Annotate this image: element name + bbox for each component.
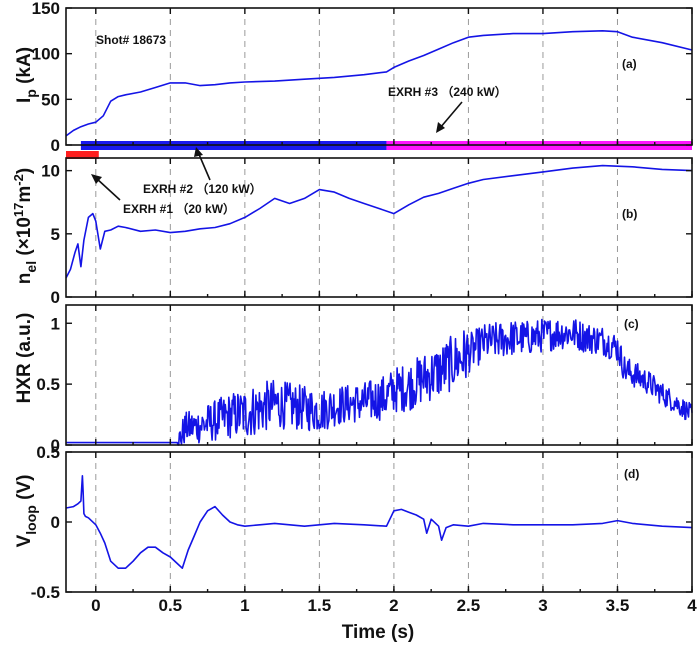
x-tick-label: 4 xyxy=(687,596,697,615)
y-tick-label: 0 xyxy=(51,288,60,307)
panel-c-plot-hxr: 00.51 xyxy=(36,304,693,455)
panel-d-label: (d) xyxy=(624,467,639,481)
y-tick-label: 0 xyxy=(51,436,60,455)
y-tick-label: -0.5 xyxy=(31,583,60,602)
y-tick-label: 0 xyxy=(51,136,60,155)
panel-frame xyxy=(65,157,693,298)
panel-frame xyxy=(65,304,693,446)
panel-a-label: (a) xyxy=(622,57,637,71)
y-tick-label: 100 xyxy=(32,45,60,64)
panel-d-ylabel: Vloop (V) xyxy=(14,475,39,548)
series-line-b xyxy=(65,164,693,279)
y-tick-label: 0.5 xyxy=(36,375,60,394)
panel-c-label: (c) xyxy=(624,317,639,331)
panel-a-ylabel: Ip (kA) xyxy=(14,47,39,103)
y-tick-label: 150 xyxy=(32,0,60,18)
exrh3-callout: EXRH #3 （240 kW） xyxy=(388,84,507,99)
exrh2-arrow xyxy=(194,147,211,181)
series-line-d xyxy=(65,475,693,569)
exrh2-callout: EXRH #2 （120 kW） xyxy=(143,181,262,196)
x-tick-label: 1.5 xyxy=(308,596,332,615)
x-tick-label: 0.5 xyxy=(159,596,183,615)
panel-b-plot-density: 0 5 10 xyxy=(41,157,693,307)
panel-a-plot-current: 0 50 100 150 xyxy=(32,0,693,159)
x-tick-label: 2 xyxy=(389,596,398,615)
shot-number-label: Shot# 18673 xyxy=(96,33,166,47)
panel-d-plot-loop-voltage: -0.5 0 0.5 0 0.5 1 1.5 2 2.5 3 3.5 4 xyxy=(31,443,698,615)
panel-frame xyxy=(65,7,693,146)
y-tick-label: 5 xyxy=(51,225,60,244)
heating-bar-1 xyxy=(66,151,99,159)
y-tick-label: 10 xyxy=(41,162,60,181)
x-tick-label: 0 xyxy=(91,596,100,615)
x-tick-label: 3 xyxy=(538,596,547,615)
panel-b-label: (b) xyxy=(622,207,637,221)
x-axis-label: Time (s) xyxy=(342,622,415,643)
panel-c-ylabel: HXR (a.u.) xyxy=(14,313,35,404)
y-tick-label: 0 xyxy=(51,513,60,532)
y-tick-label: 50 xyxy=(41,90,60,109)
exrh1-arrow xyxy=(91,174,121,201)
y-tick-label: 0.5 xyxy=(36,443,60,462)
x-tick-label: 2.5 xyxy=(457,596,481,615)
x-tick-label: 3.5 xyxy=(606,596,630,615)
y-tick-label: 1 xyxy=(51,314,60,333)
exrh1-callout: EXRH #1 （20 kW） xyxy=(123,201,235,216)
panel-b-ylabel: nel (×1017m-2) xyxy=(11,168,39,284)
panel-frame xyxy=(65,451,693,593)
x-tick-label: 1 xyxy=(240,596,249,615)
exrh3-arrow xyxy=(436,101,463,133)
series-line-a xyxy=(65,30,693,137)
series-line-c xyxy=(65,318,693,446)
